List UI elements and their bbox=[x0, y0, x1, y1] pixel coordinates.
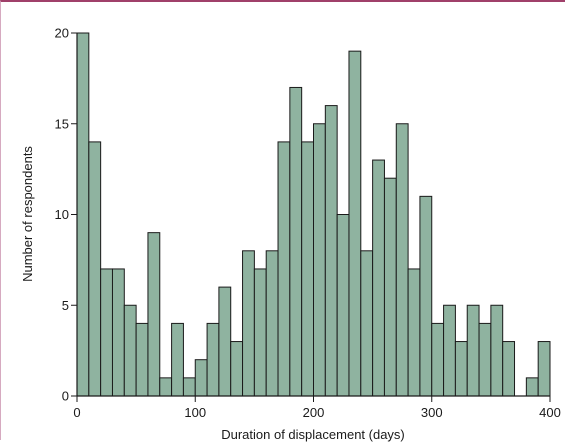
histogram-bar bbox=[230, 341, 244, 397]
x-tick-label: 100 bbox=[184, 405, 206, 420]
histogram-bar bbox=[147, 232, 161, 397]
bars-layer bbox=[76, 32, 551, 397]
histogram-bar bbox=[123, 304, 137, 397]
histogram-bar bbox=[88, 141, 102, 397]
histogram-bar bbox=[171, 322, 184, 397]
histogram-bar bbox=[242, 250, 255, 397]
histogram-bar bbox=[478, 322, 492, 397]
histogram-bar bbox=[383, 177, 397, 397]
histogram-bar bbox=[372, 159, 385, 397]
y-tick-label: 20 bbox=[55, 26, 69, 41]
y-tick-label: 10 bbox=[55, 207, 69, 222]
histogram-bar bbox=[525, 377, 539, 397]
histogram-bar bbox=[407, 268, 421, 397]
histogram-bar bbox=[336, 214, 350, 397]
histogram-bar bbox=[182, 377, 196, 397]
histogram-bar bbox=[218, 286, 232, 397]
histogram-bar bbox=[490, 304, 504, 397]
histogram-bar bbox=[100, 268, 113, 397]
y-axis-label: Number of respondents bbox=[20, 146, 35, 282]
histogram-bar bbox=[348, 50, 362, 397]
histogram-bar bbox=[76, 32, 90, 397]
histogram-bar bbox=[395, 123, 409, 397]
histogram-bar bbox=[454, 341, 468, 397]
histogram-bar bbox=[111, 268, 125, 397]
histogram-bar bbox=[360, 250, 374, 397]
histogram-bar bbox=[466, 304, 480, 397]
histogram-bar bbox=[265, 250, 279, 397]
y-tick-label: 15 bbox=[55, 116, 69, 131]
x-tick-label: 200 bbox=[303, 405, 325, 420]
histogram-bar bbox=[537, 341, 551, 397]
histogram-bar bbox=[253, 268, 267, 397]
histogram-bar bbox=[324, 105, 338, 397]
y-tick-label: 5 bbox=[62, 298, 69, 313]
histogram-bar bbox=[135, 322, 149, 397]
histogram-bar bbox=[419, 195, 433, 397]
histogram-bar bbox=[443, 304, 456, 397]
histogram-bar bbox=[289, 86, 303, 397]
histogram-bar bbox=[277, 141, 291, 397]
y-tick-label: 0 bbox=[62, 389, 69, 404]
histogram-bar bbox=[301, 141, 314, 397]
histogram-bar bbox=[502, 341, 516, 397]
histogram-bar bbox=[206, 322, 220, 397]
histogram-bar bbox=[431, 322, 445, 397]
histogram-bar bbox=[194, 359, 208, 397]
x-tick-label: 400 bbox=[539, 405, 561, 420]
histogram-bar bbox=[159, 377, 173, 397]
x-tick-label: 300 bbox=[421, 405, 443, 420]
x-tick-label: 0 bbox=[73, 405, 80, 420]
histogram-bar bbox=[313, 123, 326, 397]
x-axis-label: Duration of displacement (days) bbox=[221, 427, 405, 442]
axes-layer: 0 100 200 300 400 0 5 10 15 20 bbox=[55, 26, 561, 421]
